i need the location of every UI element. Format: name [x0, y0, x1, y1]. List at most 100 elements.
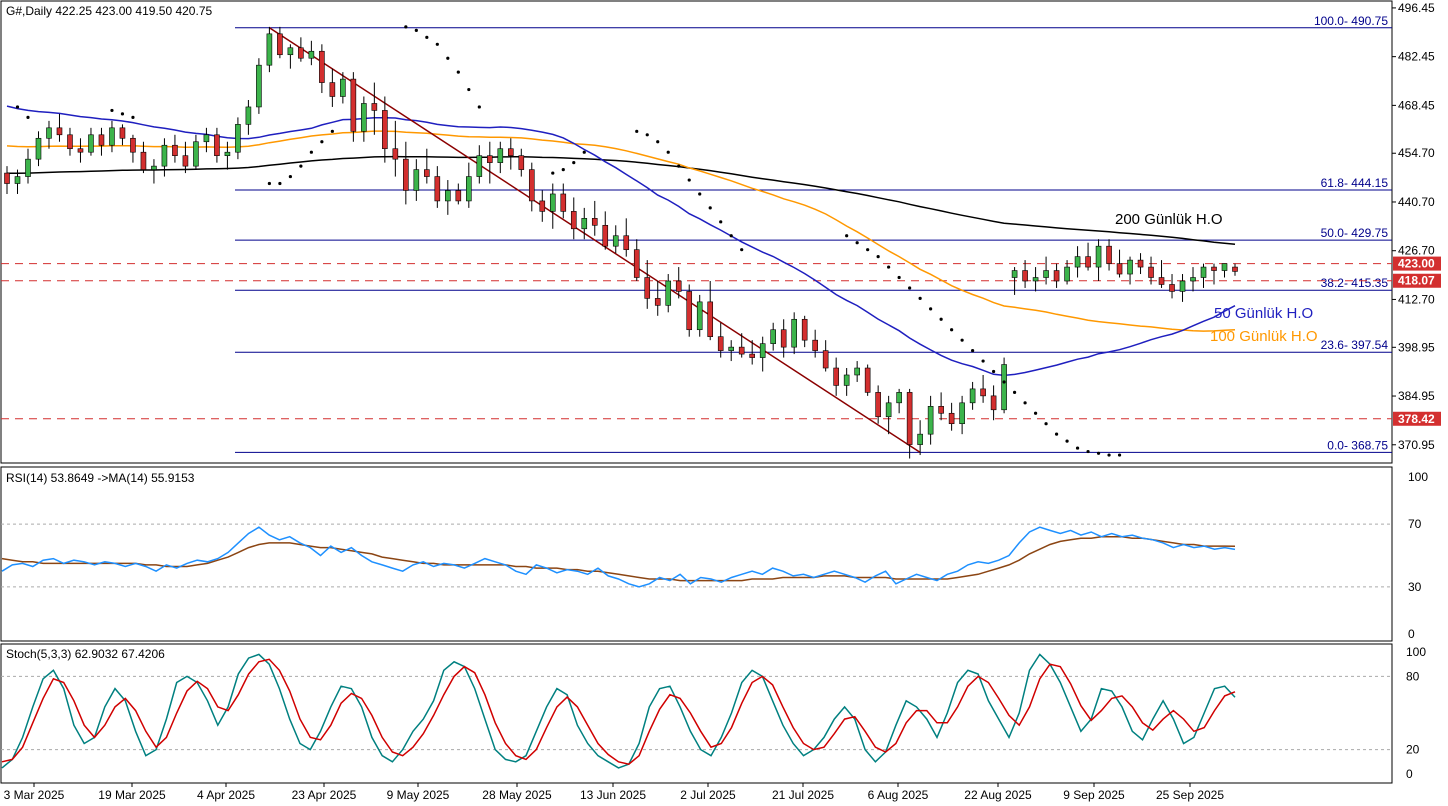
parabolic-sar-dot — [1054, 432, 1059, 436]
candle-body — [696, 301, 703, 331]
candle-body — [35, 137, 42, 160]
candle-body — [675, 280, 682, 292]
candle-body — [759, 343, 766, 358]
date-tick-label: 2 Jul 2025 — [680, 788, 736, 802]
parabolic-sar-dot — [26, 115, 30, 119]
candle-body — [445, 190, 451, 202]
parabolic-sar-dot — [456, 70, 460, 74]
parabolic-sar-dot — [687, 178, 691, 182]
candle-body — [88, 134, 94, 153]
ma50-line — [6, 105, 1236, 377]
parabolic-sar-dot — [1012, 390, 1017, 394]
fib-level-label: 100.0- 490.75 — [1314, 14, 1388, 28]
stoch-d-line — [1, 658, 1236, 766]
candle-body — [382, 110, 388, 150]
stoch-k-line — [1, 653, 1236, 769]
candle-body — [277, 33, 283, 56]
candle-body — [182, 155, 189, 167]
date-tick-label: 25 Sep 2025 — [1156, 788, 1224, 802]
price-tick-label: 384.95 — [1398, 389, 1435, 403]
parabolic-sar-dot — [1044, 422, 1048, 426]
parabolic-sar-dot — [309, 150, 313, 154]
candle-body — [518, 155, 525, 170]
parabolic-sar-dot — [887, 265, 891, 269]
ma50-annotation: 50 Günlük H.O — [1214, 305, 1313, 322]
parabolic-sar-dot — [1096, 451, 1101, 455]
axis-layer: 496.45 482.45 468.45 454.70 440.70 426.70 412.… — [4, 1, 1441, 802]
parabolic-sar-dot — [477, 105, 481, 109]
candle-body — [476, 155, 483, 177]
candle-body — [623, 235, 630, 250]
candle-body — [130, 137, 136, 153]
candle-body — [319, 50, 325, 83]
candle-body — [1211, 266, 1217, 271]
candle-body — [1190, 277, 1196, 282]
parabolic-sar-dot — [1023, 401, 1027, 405]
candle-body — [151, 165, 157, 170]
candle-body — [1200, 266, 1207, 278]
candle-body — [1221, 263, 1228, 271]
parabolic-sar-dot — [1065, 439, 1069, 443]
stoch-tick-label: 0 — [1406, 767, 1413, 781]
stoch-header: Stoch(5,3,3) 62.9032 67.4206 — [6, 647, 165, 661]
candle-body — [1032, 277, 1039, 282]
main-price-layer: 100.0- 490.75 61.8- 444.15 50.0- 429.75 38.… — [1, 14, 1392, 459]
candle-body — [539, 200, 546, 212]
parabolic-sar-dot — [645, 133, 649, 137]
candle-body — [686, 291, 693, 331]
price-tick-label: 370.95 — [1398, 438, 1435, 452]
candle-body — [507, 148, 514, 156]
candle-body — [938, 406, 944, 414]
date-tick-label: 9 May 2025 — [387, 788, 450, 802]
candle-body — [497, 148, 504, 163]
parabolic-sar-dot — [288, 174, 292, 179]
rsi-header: RSI(14) 53.8649 ->MA(14) 55.9153 — [6, 471, 195, 485]
candle-body — [266, 33, 273, 66]
date-tick-label: 13 Jun 2025 — [580, 788, 646, 802]
candle-body — [413, 169, 420, 191]
candle-body — [833, 367, 839, 386]
ma100-annotation: 100 Günlük H.O — [1210, 328, 1318, 345]
symbol-header: G#,Daily 422.25 423.00 419.50 420.75 — [6, 4, 212, 18]
date-tick-label: 9 Sep 2025 — [1063, 788, 1125, 802]
parabolic-sar-dot — [855, 241, 859, 245]
candle-body — [581, 218, 588, 230]
parabolic-sar-dot — [414, 28, 418, 32]
parabolic-sar-dot — [561, 168, 565, 172]
price-tick-label: 468.45 — [1398, 98, 1435, 112]
candle-body — [560, 193, 567, 212]
candle-body — [591, 218, 598, 226]
parabolic-sar-dot — [1075, 446, 1080, 450]
candle-body — [612, 235, 619, 247]
parabolic-sar-dot — [1086, 449, 1090, 454]
candle-body — [665, 280, 672, 306]
ma100-line — [6, 130, 1236, 332]
candle-body — [1064, 266, 1070, 282]
date-tick-label: 19 Mar 2025 — [98, 788, 166, 802]
parabolic-sar-dot — [467, 87, 471, 92]
candle-body — [392, 148, 399, 160]
parabolic-sar-dot — [950, 328, 954, 332]
price-label-box — [1393, 256, 1441, 271]
parabolic-sar-dot — [572, 161, 576, 165]
candle-body — [329, 82, 336, 97]
parabolic-sar-dot — [330, 129, 334, 133]
parabolic-sar-dot — [866, 248, 870, 252]
parabolic-sar-dot — [971, 349, 975, 353]
parabolic-sar-dot — [960, 338, 964, 342]
price-tick-label: 426.70 — [1398, 244, 1435, 258]
rsi-ma-line — [1, 535, 1236, 582]
candle-body — [161, 144, 168, 167]
candle-body — [214, 134, 220, 156]
rsi-tick-label: 0 — [1408, 627, 1415, 641]
candle-body — [256, 64, 262, 108]
candle-body — [749, 353, 755, 358]
candle-body — [67, 134, 73, 150]
candle-body — [424, 169, 430, 177]
candle-body — [770, 329, 776, 344]
price-label-text: 418.07 — [1398, 274, 1435, 288]
candle-body — [780, 329, 787, 348]
candle-body — [854, 367, 860, 376]
parabolic-sar-dot — [1117, 453, 1122, 457]
